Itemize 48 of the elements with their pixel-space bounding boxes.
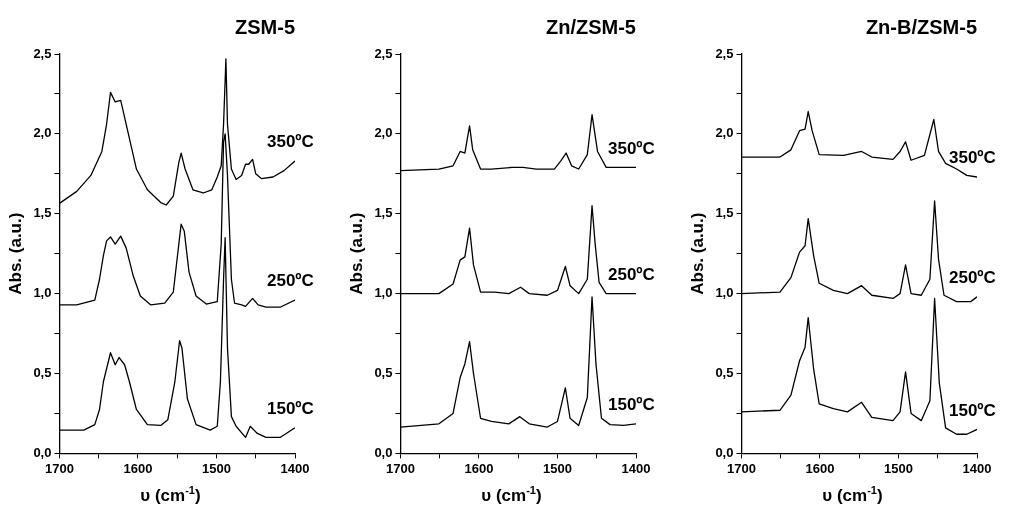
y-axis-title: Abs. (a.u.) [346, 212, 366, 295]
x-tick-label: 1700 [386, 460, 415, 476]
y-tick-label: 0,5 [33, 365, 52, 381]
y-tick-label: 2,0 [715, 125, 734, 141]
y-tick-label: 2,5 [715, 45, 734, 61]
x-tick-label: 1600 [805, 460, 835, 476]
x-tick-label: 1400 [621, 460, 651, 476]
y-tick-label: 0,0 [374, 444, 393, 460]
x-axis-title: υ (cm$^{-1}$) [139, 484, 202, 506]
x-tick-label: 1500 [543, 460, 572, 476]
y-tick-label: 1,0 [715, 285, 734, 301]
x-axis-title: υ (cm$^{-1}$) [480, 484, 543, 506]
series-label: 350ºC [608, 138, 655, 158]
y-tick-label: 0,0 [715, 444, 734, 460]
x-tick-label: 1500 [884, 460, 913, 476]
y-tick-label: 1,5 [715, 205, 734, 221]
x-axis-title: υ (cm$^{-1}$) [821, 484, 884, 506]
chart-title: ZSM-5 [235, 15, 295, 38]
y-axis-title: Abs. (a.u.) [687, 212, 707, 295]
y-tick-label: 1,5 [33, 205, 52, 221]
series-label: 150ºC [267, 399, 314, 419]
series-label: 150ºC [949, 400, 996, 420]
y-tick-label: 1,0 [33, 285, 52, 301]
y-tick-label: 2,0 [33, 125, 52, 141]
x-tick-label: 1500 [202, 460, 231, 476]
series-label: 250ºC [608, 264, 655, 284]
x-tick-label: 1600 [464, 460, 494, 476]
x-tick-label: 1400 [280, 460, 310, 476]
series-label: 150ºC [608, 395, 655, 415]
y-tick-label: 1,5 [374, 205, 393, 221]
x-tick-label: 1700 [45, 460, 74, 476]
chart-title: Zn-B/ZSM-5 [865, 15, 977, 38]
y-tick-label: 2,0 [374, 125, 393, 141]
series-label: 250ºC [267, 271, 314, 291]
series-label: 250ºC [949, 268, 996, 288]
series-label: 350ºC [267, 132, 314, 152]
y-tick-label: 0,5 [715, 365, 734, 381]
x-tick-label: 1700 [727, 460, 756, 476]
y-tick-label: 2,5 [374, 45, 393, 61]
chart-title: Zn/ZSM-5 [546, 15, 636, 38]
series-label: 350ºC [949, 148, 996, 168]
x-tick-label: 1400 [962, 460, 992, 476]
y-tick-label: 2,5 [33, 45, 52, 61]
x-tick-label: 1600 [123, 460, 153, 476]
y-tick-label: 0,5 [374, 365, 393, 381]
y-axis-title: Abs. (a.u.) [5, 212, 25, 295]
y-tick-label: 0,0 [33, 444, 52, 460]
y-tick-label: 1,0 [374, 285, 393, 301]
